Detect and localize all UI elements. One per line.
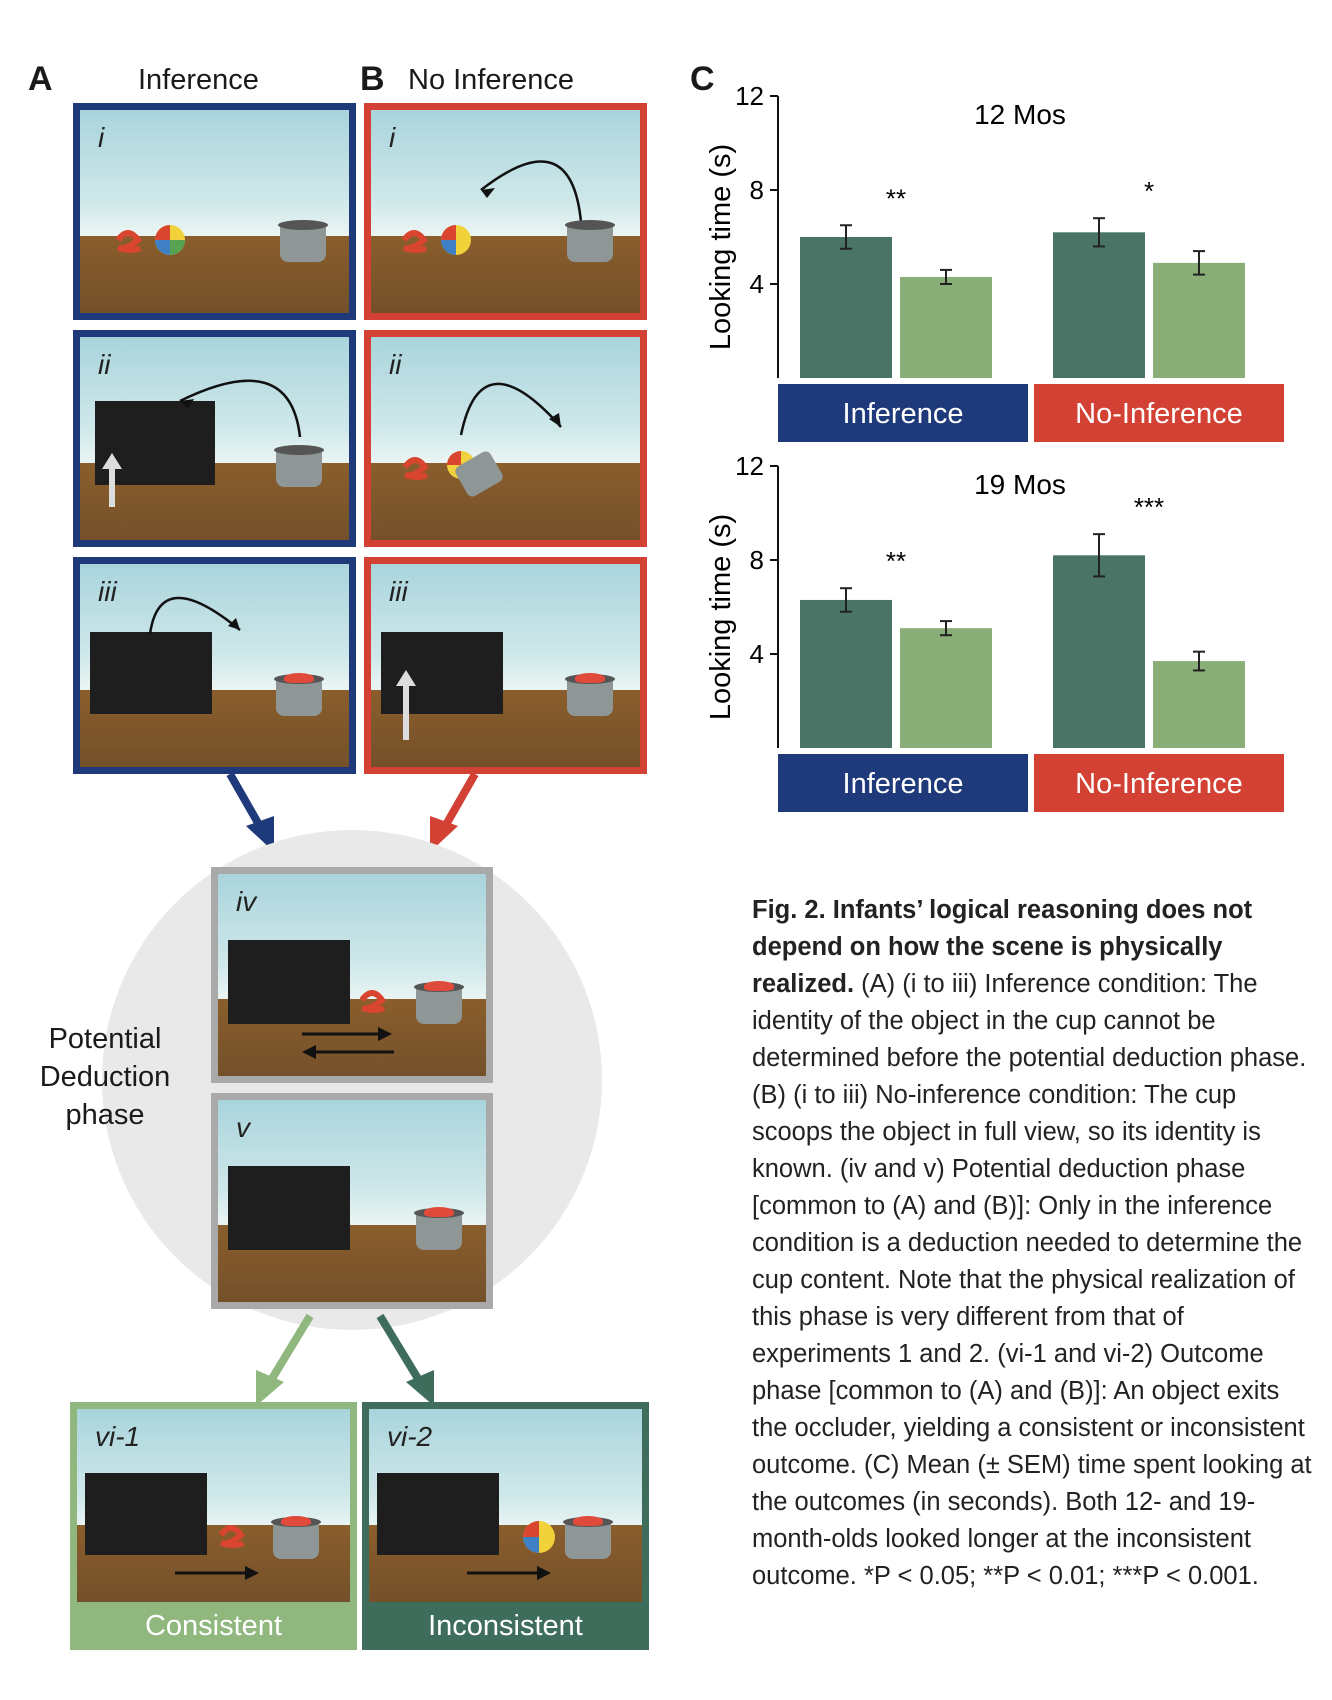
frame-v: v xyxy=(211,1093,493,1309)
trajectory-arrow xyxy=(480,160,583,223)
ball-icon xyxy=(523,1521,555,1553)
significance-marker: * xyxy=(1144,176,1154,206)
right-arrow-icon xyxy=(175,1566,259,1580)
significance-marker: *** xyxy=(1134,492,1164,522)
cup-icon xyxy=(271,1516,321,1559)
y-tick-label: 8 xyxy=(750,175,764,205)
worm-ball-cup-icon xyxy=(402,451,503,497)
right-arrow-icon xyxy=(467,1566,551,1580)
bar xyxy=(1153,661,1245,748)
frame-label: vi-1 xyxy=(95,1421,141,1452)
figure-caption: Fig. 2. Infants’ logical reasoning does … xyxy=(752,892,1312,1595)
diverging-arrows xyxy=(256,1313,434,1406)
bar xyxy=(1153,262,1245,378)
frame-label: v xyxy=(236,1112,250,1143)
y-tick-label: 8 xyxy=(750,545,764,575)
frame-label: iv xyxy=(236,886,257,917)
panel-a-letter: A xyxy=(28,60,53,98)
group-label: No-Inference xyxy=(1075,398,1243,430)
occluder xyxy=(228,1166,350,1250)
worm-and-ball-icon xyxy=(115,225,185,255)
bar xyxy=(1053,232,1145,378)
group-label-bg xyxy=(1034,754,1284,812)
group-label: Inference xyxy=(843,398,964,430)
outcome-consistent-label: Consistent xyxy=(70,1602,357,1650)
y-tick-label: 12 xyxy=(735,81,764,111)
frame-label: ii xyxy=(98,349,111,380)
frame-b-ii: ii xyxy=(364,330,647,547)
back-forth-arrows-icon xyxy=(302,1027,394,1059)
chart-title: 19 Mos xyxy=(974,469,1066,500)
frame-label: i xyxy=(98,122,105,153)
occluder xyxy=(381,632,503,714)
y-axis-label: Looking time (s) xyxy=(705,144,737,350)
significance-marker: ** xyxy=(886,183,906,213)
bar xyxy=(900,276,992,378)
frame-a-ii: ii xyxy=(73,330,356,547)
cup-icon xyxy=(565,220,615,262)
cup-icon xyxy=(414,1207,464,1250)
chart-19-mos: Looking time (s) 4 8 12 19 Mos ** Inference ***… xyxy=(705,451,1284,812)
frame-b-iii: iii xyxy=(364,557,647,774)
y-tick-label: 12 xyxy=(735,451,764,481)
group-label-bg xyxy=(1034,384,1284,442)
panel-b-letter: B xyxy=(360,60,385,98)
bar xyxy=(900,628,992,748)
occluder xyxy=(90,632,212,714)
label-line: Deduction xyxy=(39,1061,171,1093)
cup-icon xyxy=(278,220,328,262)
trajectory-arrow xyxy=(459,382,562,436)
y-tick-label: 4 xyxy=(750,269,764,299)
cup-icon xyxy=(274,673,324,716)
frame-label: iii xyxy=(98,576,117,607)
group-label-bg xyxy=(778,384,1028,442)
caption-body: (A) (i to iii) Inference condition: The … xyxy=(752,970,1312,1590)
frame-label: ii xyxy=(389,349,402,380)
y-axis-label: Looking time (s) xyxy=(705,514,737,720)
frame-label: iii xyxy=(389,576,408,607)
label-line: Potential xyxy=(48,1023,162,1055)
deduction-phase-label: Potential Deduction phase xyxy=(20,1020,190,1134)
frame-label: i xyxy=(389,122,396,153)
group-label: Inference xyxy=(843,768,964,800)
group-label-bg xyxy=(778,754,1028,812)
worm-icon xyxy=(218,1525,246,1548)
outcome-inconsistent-label: Inconsistent xyxy=(362,1602,649,1650)
caption-head: Fig. 2. Infants’ logical reasoning does … xyxy=(752,896,1253,998)
bar xyxy=(800,237,892,378)
frame-b-i: i xyxy=(364,103,647,320)
trajectory-arrows xyxy=(102,379,302,507)
occluder xyxy=(377,1473,499,1555)
occluder xyxy=(228,940,350,1024)
panel-a-title: Inference xyxy=(138,64,259,96)
occluder xyxy=(85,1473,207,1555)
frame-a-i: i xyxy=(73,103,356,320)
bar xyxy=(800,599,892,748)
frame-vi-1: vi-1 xyxy=(70,1402,357,1602)
y-tick-label: 4 xyxy=(750,639,764,669)
trajectory-arrow xyxy=(148,596,241,635)
cup-icon xyxy=(563,1516,613,1559)
worm-icon xyxy=(359,990,387,1013)
cup-icon xyxy=(414,981,464,1024)
chart-12-mos: Looking time (s) 4 8 12 12 Mos ** Inference * No… xyxy=(705,81,1284,442)
frame-a-iii: iii xyxy=(73,557,356,774)
panel-c-letter: C xyxy=(690,60,715,98)
bar xyxy=(1053,555,1145,748)
frame-vi-2: vi-2 xyxy=(362,1402,649,1602)
cup-icon xyxy=(565,673,615,716)
panel-b-title: No Inference xyxy=(408,64,575,96)
frame-iv: iv xyxy=(211,867,493,1083)
worm-and-ball-icon xyxy=(401,225,471,255)
converging-arrows xyxy=(226,772,479,852)
cup-icon xyxy=(274,445,324,487)
frame-label: vi-2 xyxy=(387,1421,433,1452)
up-arrow-icon xyxy=(396,670,416,740)
chart-title: 12 Mos xyxy=(974,99,1066,130)
group-label: No-Inference xyxy=(1075,768,1243,800)
label-line: phase xyxy=(65,1099,145,1131)
significance-marker: ** xyxy=(886,546,906,576)
